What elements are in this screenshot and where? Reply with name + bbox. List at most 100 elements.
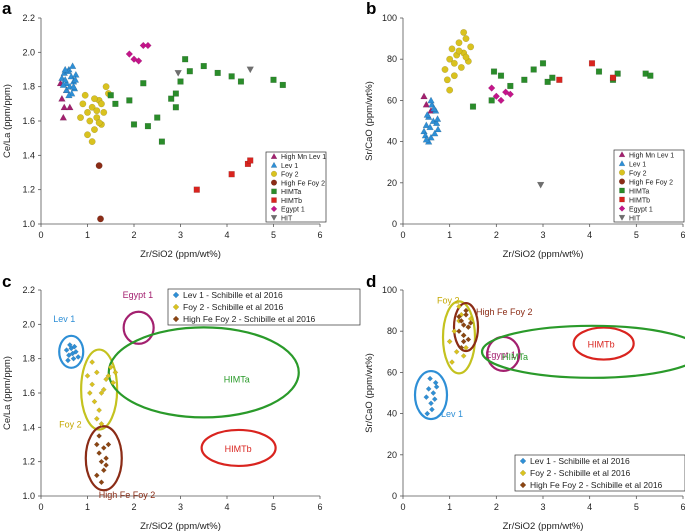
data-point-lev-1-schibille-et-al-2016 <box>66 352 72 359</box>
data-point-himta <box>107 92 114 99</box>
data-point-high-fe-foy-2-schibille-et-al-2016 <box>460 338 467 345</box>
data-point-foy-2 <box>446 86 454 94</box>
data-point-lev-1 <box>426 123 434 131</box>
data-point-himta <box>521 76 528 83</box>
legend-label-high-fe-foy-2: High Fe Foy 2 <box>629 179 673 186</box>
x-tick-label: 4 <box>224 502 229 512</box>
data-point-lev-1 <box>427 96 435 104</box>
y-tick-label: 40 <box>387 409 397 419</box>
data-point-foy-2-schibille-et-al-2016 <box>460 353 467 359</box>
data-point-foy-2-schibille-et-al-2016 <box>84 372 91 379</box>
data-point-foy-2-schibille-et-al-2016 <box>86 390 93 396</box>
data-point-himtb <box>588 60 596 67</box>
data-point-foy-2-schibille-et-al-2016 <box>107 364 114 371</box>
data-point-himta <box>158 138 165 145</box>
y-tick-label: 1.8 <box>22 354 35 364</box>
y-tick-label: 20 <box>387 450 397 460</box>
legend-box <box>514 454 685 492</box>
data-point-himta <box>469 103 477 110</box>
group-label-lev-1: Lev 1 <box>441 409 463 419</box>
y-tick-label: 0 <box>392 491 397 501</box>
data-point-high-fe-foy-2-schibille-et-al-2016 <box>465 336 472 343</box>
legend-label-lev-1: Lev 1 <box>281 163 298 170</box>
x-tick-label: 0 <box>38 230 43 240</box>
legend-marker-lev-1 <box>270 161 278 168</box>
panel-a: a 0 1 2 3 4 5 6 1.0 1.2 1.4 1.6 1.8 2.0 2.2 Zr/SiO2 (pp… <box>2 0 327 260</box>
legend-marker-himtb <box>619 196 625 203</box>
x-tick-label: 1 <box>447 502 452 512</box>
legend-marker-himta <box>619 187 625 194</box>
y-tick-label: 20 <box>387 178 397 188</box>
data-point-foy-2-schibille-et-al-2016 <box>91 398 98 405</box>
data-point-foy-2 <box>457 64 465 71</box>
x-tick-label: 1 <box>85 502 90 512</box>
data-point-himta <box>186 68 193 75</box>
data-point-lev-1 <box>434 125 442 133</box>
y-tick-label: 1.4 <box>22 422 35 432</box>
y-tick-label: 40 <box>387 137 397 147</box>
data-point-himta <box>140 80 147 87</box>
data-point-lev-1-schibille-et-al-2016 <box>429 406 435 413</box>
y-tick-label: 100 <box>382 13 397 23</box>
y-axis-label: Ce/La (ppm/ppm) <box>2 356 13 430</box>
data-point-foy-2-schibille-et-al-2016 <box>100 386 107 393</box>
legend-marker-himtb <box>271 197 277 203</box>
y-tick-label: 1.0 <box>22 491 35 501</box>
data-point-himta <box>214 69 221 77</box>
x-tick-label: 4 <box>587 502 592 512</box>
data-point-foy-2 <box>95 119 103 127</box>
y-tick-label: 1.6 <box>22 388 35 398</box>
data-point-high-fe-foy-2-schibille-et-al-2016 <box>456 313 462 320</box>
y-tick-label: 80 <box>387 54 397 64</box>
x-tick-label: 0 <box>38 502 43 512</box>
group-ellipse-himta <box>107 326 300 419</box>
x-axis-label: Zr/SiO2 (ppm/wt%) <box>140 521 221 532</box>
data-point-himta <box>228 73 235 80</box>
data-point-high-mn-lev-1 <box>58 94 66 102</box>
data-point-lev-1 <box>69 82 78 90</box>
data-point-himta <box>177 78 184 85</box>
data-point-foy-2 <box>84 131 91 139</box>
legend-label-foy-2: Foy 2 <box>629 170 647 177</box>
y-tick-label: 2.0 <box>22 319 35 329</box>
data-point-lev-1-schibille-et-al-2016 <box>430 390 437 396</box>
legend-marker-hit <box>618 214 626 221</box>
data-point-lev-1 <box>67 72 75 80</box>
legend-marker-high-fe-foy-2 <box>270 179 278 186</box>
x-tick-label: 4 <box>587 230 592 240</box>
legend-label-high-fe-foy-2: High Fe Foy 2 <box>281 180 325 187</box>
data-point-foy-2 <box>77 114 84 121</box>
data-point-himta <box>488 97 495 104</box>
legend: High Mn Lev 1 Lev 1 Foy 2 High Fe Foy 2 HIMT… <box>613 149 685 223</box>
group-label-egypt-1: Egypt 1 <box>485 350 516 360</box>
data-point-himtb <box>247 157 254 164</box>
data-point-himtb <box>609 74 617 81</box>
data-point-lev-1 <box>72 70 80 78</box>
data-point-lev-1 <box>61 75 69 83</box>
data-point-foy-2-schibille-et-al-2016 <box>451 328 458 335</box>
x-tick-label: 1 <box>447 230 452 240</box>
data-point-foy-2 <box>455 47 463 55</box>
data-point-foy-2-schibille-et-al-2016 <box>112 369 119 376</box>
data-point-high-mn-lev-1 <box>59 113 68 121</box>
data-point-lev-1-schibille-et-al-2016 <box>75 354 82 360</box>
y-axis-label: Ce/La (ppm/ppm) <box>2 84 13 158</box>
legend-marker-egypt-1 <box>270 205 278 213</box>
data-point-foy-2 <box>455 39 463 47</box>
group-ellipse-egypt-1 <box>122 310 155 345</box>
legend-label-himtb: HIMTb <box>629 197 650 204</box>
data-point-lev-1-schibille-et-al-2016 <box>425 385 432 392</box>
data-point-foy-2 <box>462 35 470 43</box>
group-label-himtb: HIMTb <box>225 444 252 454</box>
data-point-lev-1-schibille-et-al-2016 <box>428 400 434 407</box>
legend-label-egypt-1: Egypt 1 <box>281 207 305 214</box>
x-tick-label: 1 <box>85 230 90 240</box>
panel-letter: c <box>2 272 11 291</box>
data-point-foy-2 <box>467 43 475 51</box>
group-label-lev-1: Lev 1 <box>53 314 75 324</box>
group-label-high-fe-foy-2: High Fe Foy 2 <box>99 490 156 500</box>
y-tick-label: 2.0 <box>22 47 35 57</box>
data-point-egypt-1 <box>130 55 138 63</box>
data-point-foy-2 <box>98 100 105 108</box>
